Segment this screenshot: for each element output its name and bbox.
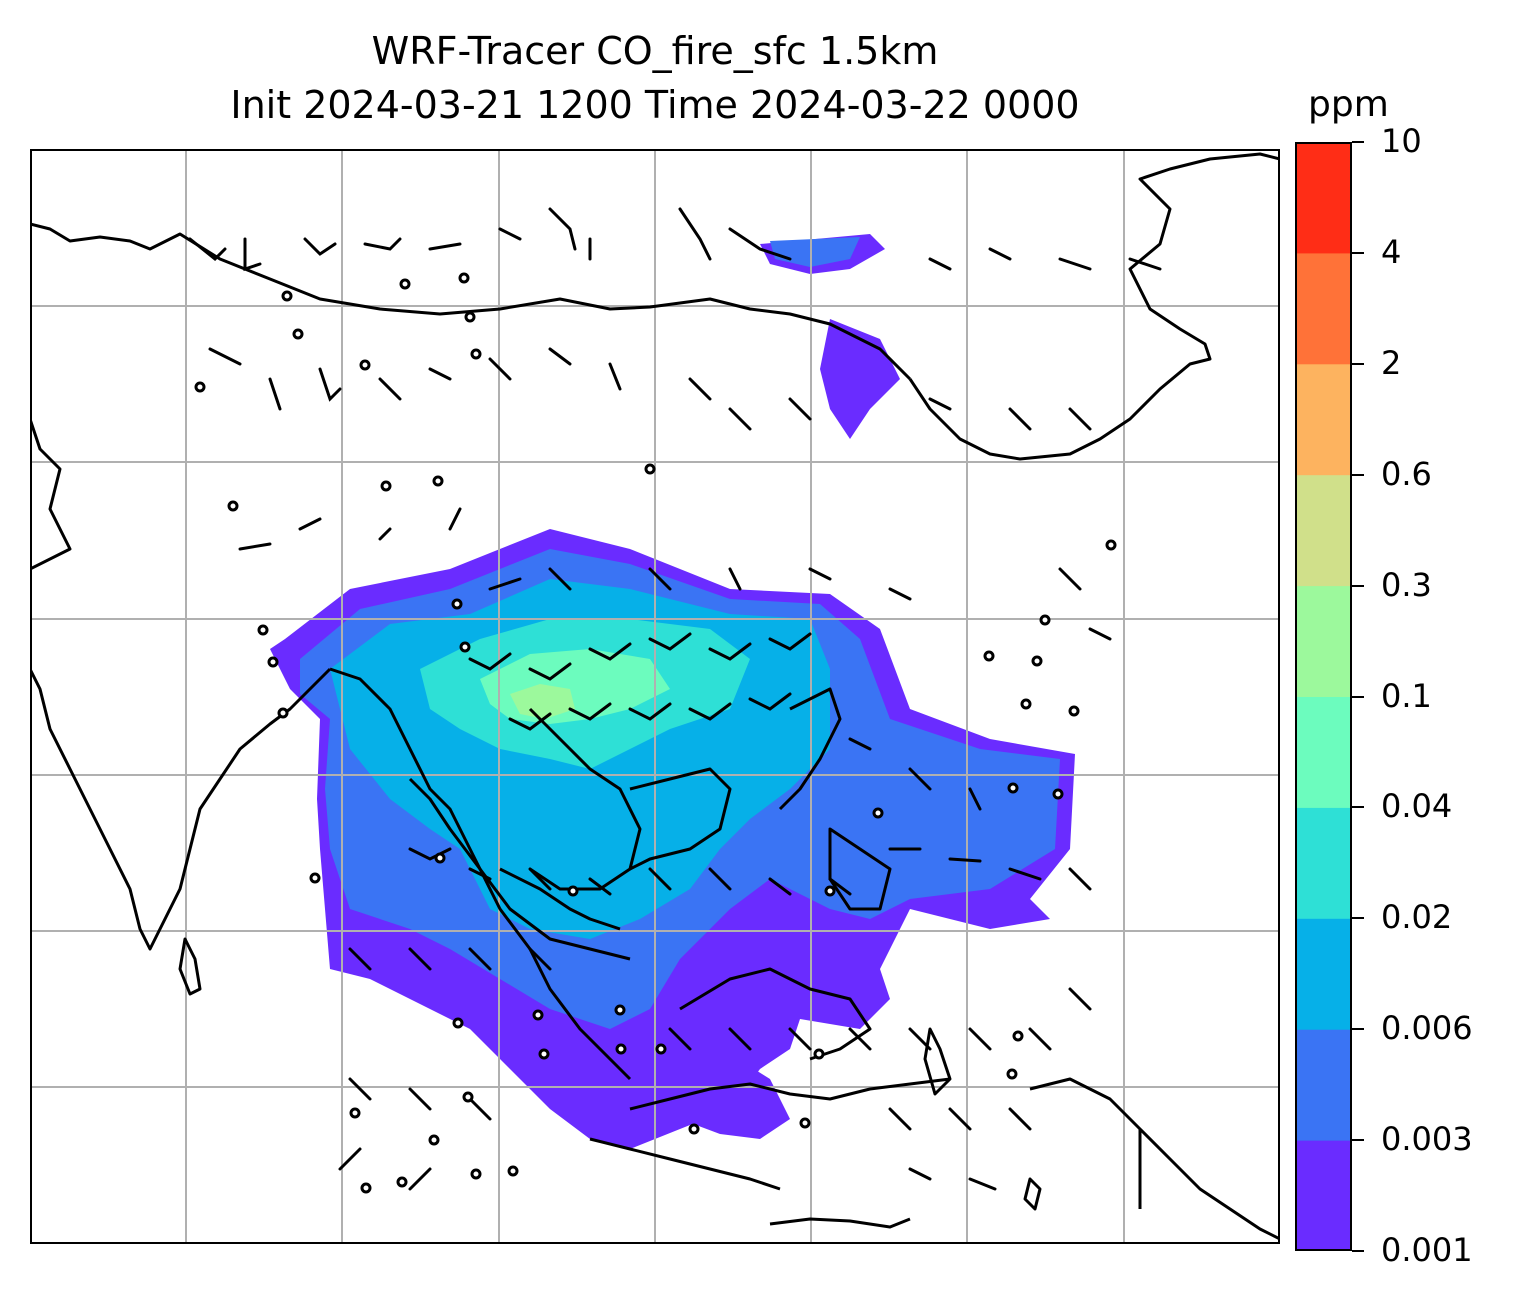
wind-barbs xyxy=(188,207,1162,1191)
colorbar-tick-label: 0.001 xyxy=(1381,1231,1473,1269)
map-title-line1: WRF-Tracer CO_fire_sfc 1.5km xyxy=(371,29,939,73)
map-title-line2: Init 2024-03-21 1200 Time 2024-03-22 000… xyxy=(230,83,1080,127)
tracer-level-0.001-south xyxy=(670,1054,790,1139)
colorbar-tick-label: 0.6 xyxy=(1381,454,1432,493)
calm-wind-markers xyxy=(194,272,1117,1194)
gridlines xyxy=(30,149,1280,1244)
tracer-level-0.003-north xyxy=(770,237,860,267)
colorbar-tick xyxy=(1352,584,1364,587)
colorbar-tick xyxy=(1352,251,1364,254)
colorbar-band-4 xyxy=(1295,696,1352,808)
colorbar-tick xyxy=(1352,695,1364,698)
colorbar-band-2 xyxy=(1295,918,1352,1030)
colorbar-band-1 xyxy=(1295,1029,1352,1141)
colorbar-band-9 xyxy=(1295,142,1352,254)
colorbar-tick xyxy=(1352,473,1364,476)
colorbar-tick-label: 0.1 xyxy=(1381,676,1432,715)
colorbar-band-6 xyxy=(1295,474,1352,587)
colorbar-tick-label: 4 xyxy=(1381,232,1402,271)
colorbar-tick xyxy=(1352,917,1364,920)
colorbar-band-8 xyxy=(1295,252,1352,365)
colorbar-tick xyxy=(1352,1250,1364,1252)
colorbar-tick-label: 2 xyxy=(1381,343,1402,382)
colorbar-unit: ppm xyxy=(1308,84,1389,125)
colorbar-tick xyxy=(1352,362,1364,365)
tracer-level-0.1 xyxy=(510,684,575,719)
colorbar-tick-label: 0.02 xyxy=(1381,898,1453,937)
colorbar-tick xyxy=(1352,806,1364,809)
colorbar-band-0 xyxy=(1295,1140,1352,1251)
colorbar-tick xyxy=(1352,1028,1364,1031)
colorbar-bands xyxy=(1295,142,1352,1251)
colorbar-tick xyxy=(1352,141,1364,143)
map-panel xyxy=(30,149,1280,1244)
colorbar-tick xyxy=(1352,1139,1364,1142)
colorbar-band-3 xyxy=(1295,807,1352,919)
colorbar-band-7 xyxy=(1295,363,1352,476)
colorbar-tick-label: 0.003 xyxy=(1381,1120,1473,1159)
colorbar-tick-label: 10 xyxy=(1381,122,1422,160)
colorbar-tick-label: 0.04 xyxy=(1381,787,1453,826)
colorbar-band-5 xyxy=(1295,585,1352,697)
colorbar-tick-label: 0.006 xyxy=(1381,1009,1473,1048)
colorbar xyxy=(1295,142,1352,1251)
coastlines xyxy=(30,152,1280,1241)
colorbar-tick-label: 0.3 xyxy=(1381,565,1432,604)
